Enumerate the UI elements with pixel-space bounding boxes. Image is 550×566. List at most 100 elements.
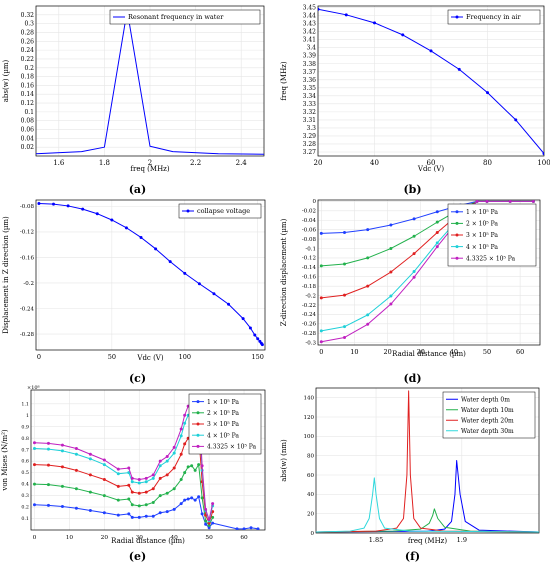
data-point (373, 21, 376, 25)
x-tick-label: 50 (483, 348, 491, 356)
data-point (46, 483, 50, 487)
data-point (46, 447, 50, 451)
data-point (127, 497, 131, 501)
legend-entry: 4.3325 × 10⁵ Pa (466, 255, 516, 262)
y-tick-label: 0.2 (21, 505, 29, 511)
legend-marker (196, 400, 200, 404)
data-point (172, 466, 176, 470)
legend-box (447, 9, 541, 25)
data-point (190, 464, 194, 468)
legend-marker (196, 444, 200, 448)
x-tick-label: 2 (148, 159, 152, 167)
data-point (531, 200, 535, 203)
y-tick-label: -0.18 (302, 284, 317, 290)
data-point (344, 13, 348, 17)
data-point (248, 326, 252, 330)
y-axis-label: Z-direction displacement (µm) (280, 218, 288, 326)
data-point (253, 333, 257, 337)
data-point (319, 340, 323, 344)
y-tick-label: 0.24 (21, 47, 35, 54)
plot-frame (317, 5, 545, 157)
data-point (60, 449, 64, 453)
x-tick-label: 150 (251, 353, 263, 361)
y-tick-label: 3.41 (303, 37, 316, 44)
data-point (197, 463, 201, 467)
data-point (366, 256, 370, 260)
data-point (211, 502, 215, 506)
data-point (158, 494, 162, 498)
data-point (319, 264, 323, 268)
gridlines (36, 200, 265, 350)
legend-marker (196, 433, 200, 437)
x-tick-label: 80 (483, 159, 492, 167)
data-point (435, 210, 439, 214)
legend-entry: Frequency in air (466, 13, 522, 21)
x-tick-label: 1.9 (457, 536, 467, 544)
series-line (316, 460, 539, 533)
caption-c: (c) (128, 372, 147, 385)
data-point (319, 231, 323, 235)
data-point (183, 421, 187, 425)
data-point (74, 452, 78, 456)
legend-entry: 1 × 10⁵ Pa (466, 209, 498, 216)
x-tick-label: 1.8 (99, 159, 110, 167)
data-point (172, 445, 176, 449)
data-point (389, 223, 393, 227)
data-point (412, 234, 416, 238)
data-point (204, 522, 208, 526)
data-point (211, 515, 215, 519)
data-point (46, 503, 50, 507)
y-tick-label: -0.22 (302, 303, 316, 309)
panel-b: 20 40 60 80 100 3.27 3.28 3.29 3.3 3.31 3.32 3.33 3.… (275, 0, 550, 196)
y-tick-label: -0.14 (302, 265, 317, 271)
data-point (165, 473, 169, 477)
data-point (88, 490, 92, 494)
plot-frame (317, 199, 541, 346)
data-point (256, 337, 260, 341)
y-tick-label: 3.4 (306, 45, 316, 52)
legend: 1 × 10⁵ Pa 2 × 10⁵ Pa 3 × 10⁵ Pa 4 × 10⁵ Pa… (188, 393, 262, 455)
chart-d: 0 10 20 30 40 50 60 0 -0.02 -0.04 -0.06 -0.08 -0.1 -0… (280, 199, 541, 358)
data-point (193, 498, 197, 502)
y-tick-label: 0.02 (21, 144, 35, 151)
data-point (137, 491, 141, 495)
chart-f: 1.85 1.9 0 20 40 60 80 100 120 140 freq (MHz) abs(w… (280, 387, 540, 545)
data-point (183, 271, 187, 275)
legend-marker (455, 256, 459, 260)
y-tick-label: -0.24 (302, 312, 317, 318)
data-point (412, 252, 416, 256)
plot-area (316, 390, 539, 533)
data-point (401, 33, 405, 37)
data-point (172, 507, 176, 511)
data-point (186, 465, 190, 469)
y-axis-label: freq (MHz) (280, 61, 288, 100)
data-point (343, 230, 347, 234)
x-tick-label: 100 (537, 159, 550, 167)
y-tick-label: 0 (313, 199, 317, 205)
data-point (318, 7, 320, 11)
data-point (241, 317, 245, 321)
data-point (366, 322, 370, 326)
gridlines (36, 6, 264, 156)
data-point (343, 325, 347, 329)
y-tick-label: 3.39 (303, 53, 317, 60)
x-tick-label: 1.85 (369, 536, 383, 544)
data-point (32, 441, 36, 445)
data-point (204, 507, 208, 511)
legend-marker (455, 233, 459, 237)
data-point (207, 523, 211, 527)
data-point (319, 296, 323, 300)
data-point (46, 463, 50, 467)
x-tick-label: 50 (108, 353, 116, 361)
panel-d: 0 10 20 30 40 50 60 0 -0.02 -0.04 -0.06 -0.08 -0.1 -0… (275, 194, 550, 385)
legend-entry: 1 × 10⁵ Pa (207, 399, 239, 406)
y-tick-label: 100 (304, 434, 315, 440)
data-point (179, 452, 183, 456)
plot-area (318, 7, 544, 156)
data-point (179, 478, 183, 482)
data-point (179, 502, 183, 506)
plot-area (319, 200, 535, 344)
y-tick-label: 3.34 (303, 93, 317, 100)
y-tick-label: 80 (307, 454, 314, 460)
y-tick-label: -0.1 (305, 246, 316, 252)
